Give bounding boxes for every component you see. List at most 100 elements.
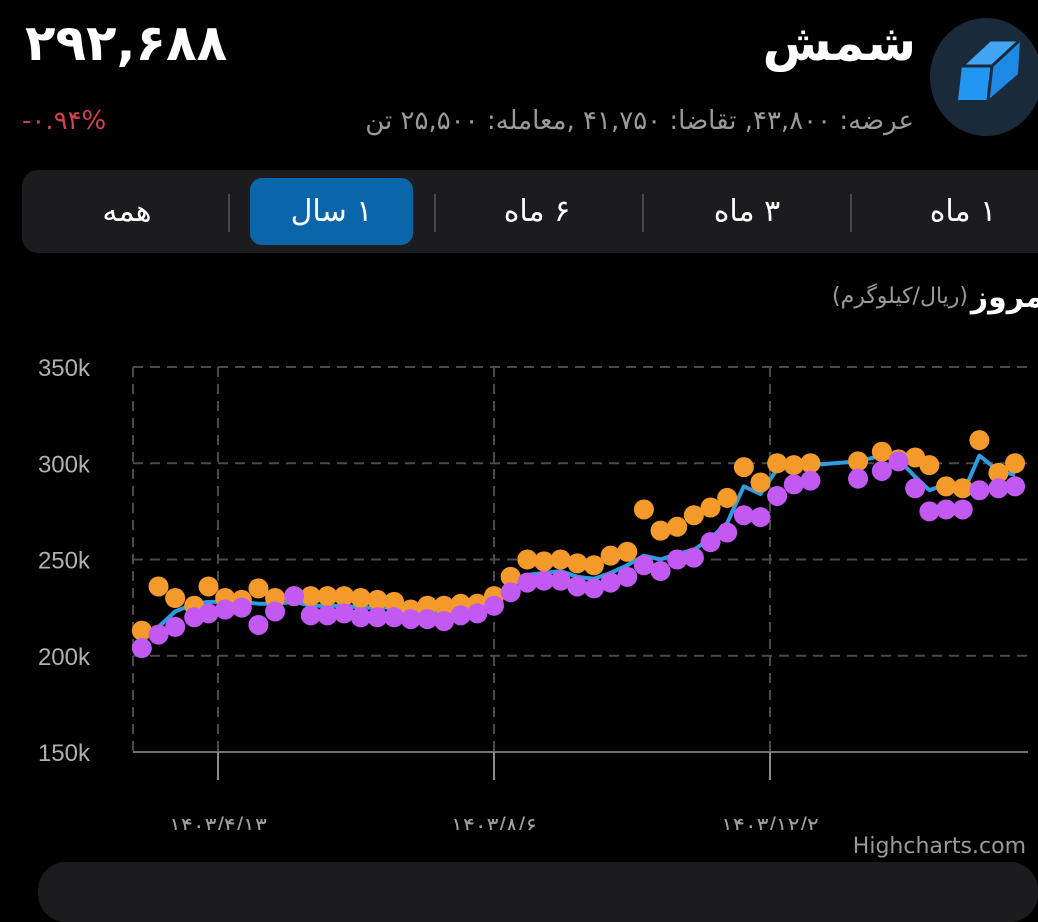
tab-1-year[interactable]: ۱ سال [250,178,413,245]
tab-divider [434,194,436,232]
chart-series [131,430,1026,659]
data-point [800,470,821,491]
data-point [550,570,571,591]
data-point [417,609,438,630]
y-tick-label: 200k [38,644,91,671]
data-point [1005,476,1026,497]
data-point [800,453,821,474]
data-point [871,441,892,462]
y-tick-label: 350k [38,355,91,382]
tab-1-month[interactable]: ۱ ماه [929,194,997,229]
data-point [717,487,738,508]
current-price: ۲۹۲,۶۸۸ [25,14,228,72]
data-point [767,453,788,474]
y-tick-label: 250k [38,548,91,575]
data-point [148,624,169,645]
data-point [600,545,621,566]
data-point [733,505,754,526]
page-title: شمش [762,14,916,72]
data-point [700,532,721,553]
gold-bar-icon [930,18,1038,136]
data-point [317,605,338,626]
data-point [334,586,355,607]
data-point [969,430,990,451]
chart-unit: (ریال/کیلوگرم) [831,284,968,309]
data-point [165,616,186,637]
tab-3-months[interactable]: ۳ ماه [713,194,781,229]
data-point [500,582,521,603]
period-tabs: ۱ ماه ۳ ماه ۶ ماه ۱ سال همه [22,170,1038,253]
data-point [888,451,909,472]
chart-title: مروز [970,280,1038,315]
data-point [905,478,926,499]
data-point [767,485,788,506]
data-point [952,499,973,520]
data-point [248,614,269,635]
x-tick-label: ۱۴۰۳/۱۲/۲ [721,814,819,830]
data-point [165,588,186,608]
data-point [484,595,504,616]
data-point [633,499,654,520]
data-point [550,549,571,570]
data-point [733,457,754,478]
data-point [367,589,388,610]
data-point [600,572,621,593]
data-point [988,462,1009,483]
market-summary: عرضه: ۴۳,۸۰۰, تقاضا: ۴۱,۷۵۰ ,معامله: ۲۵,… [365,106,914,136]
data-point [667,549,688,570]
data-point [384,591,405,612]
tab-all[interactable]: همه [102,194,152,229]
data-point [936,476,957,497]
data-point [350,588,371,608]
data-point [334,603,355,624]
data-point [617,566,638,587]
data-point [750,472,771,493]
data-point [131,638,152,659]
tab-6-months[interactable]: ۶ ماه [503,194,571,229]
data-point [467,603,488,624]
x-tick-label: ۱۴۰۳/۴/۱۳ [169,814,267,830]
data-point [434,595,455,616]
data-point [667,516,688,537]
data-point [919,501,940,522]
data-point [750,507,771,528]
data-point [633,555,654,576]
chart-credit[interactable]: Highcharts.com [852,834,1026,859]
data-point [583,555,604,576]
data-point [434,611,455,632]
data-point [300,605,321,626]
data-point [567,576,588,597]
x-tick-label: ۱۴۰۳/۸/۶ [451,814,537,830]
data-point [567,553,588,574]
data-point [952,478,973,499]
tab-divider [850,194,852,232]
data-point [533,570,554,591]
data-point [650,520,671,541]
tab-divider [642,194,644,232]
data-point [871,460,892,481]
data-point [1005,453,1026,474]
data-point [683,505,704,526]
y-axis-labels: 150k 200k 250k 300k 350k [38,355,91,767]
data-point [500,566,521,587]
tab-divider [228,194,230,232]
data-point [367,607,388,628]
data-point [783,474,804,495]
data-point [936,499,957,520]
price-change-percent: -۰.۹۴% [22,106,107,136]
data-point [231,597,252,618]
data-point [517,572,538,593]
data-point [131,620,152,641]
data-point [848,468,869,489]
data-point [583,578,604,599]
data-point [317,586,338,607]
data-point [650,561,671,582]
chart-grid [132,366,1028,780]
data-point [700,497,721,518]
data-point [450,605,471,626]
data-point [783,455,804,476]
data-point [198,576,219,597]
data-point [215,599,236,620]
data-point [300,586,321,607]
